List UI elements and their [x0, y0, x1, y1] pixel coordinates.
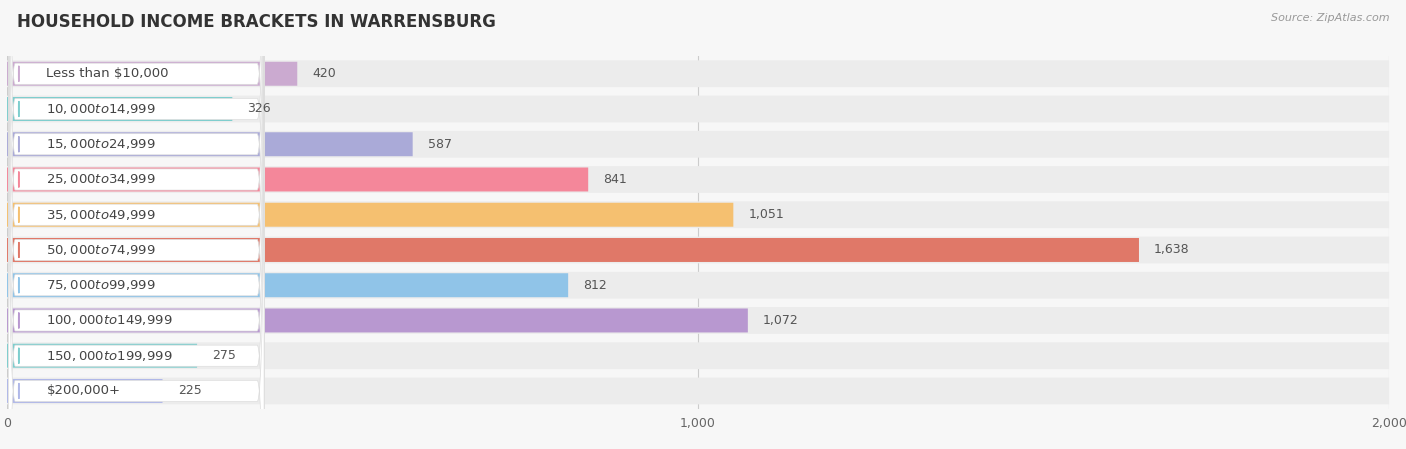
FancyBboxPatch shape [7, 97, 232, 121]
Text: $100,000 to $149,999: $100,000 to $149,999 [46, 313, 173, 327]
Text: Source: ZipAtlas.com: Source: ZipAtlas.com [1271, 13, 1389, 23]
FancyBboxPatch shape [8, 0, 264, 449]
Text: $25,000 to $34,999: $25,000 to $34,999 [46, 172, 156, 186]
Text: 225: 225 [177, 384, 201, 397]
FancyBboxPatch shape [8, 0, 264, 449]
FancyBboxPatch shape [8, 14, 264, 449]
Text: 587: 587 [427, 138, 451, 151]
Text: $50,000 to $74,999: $50,000 to $74,999 [46, 243, 156, 257]
Text: $150,000 to $199,999: $150,000 to $199,999 [46, 349, 173, 363]
FancyBboxPatch shape [7, 307, 1389, 334]
FancyBboxPatch shape [7, 132, 413, 156]
Text: 1,072: 1,072 [763, 314, 799, 327]
Text: 420: 420 [312, 67, 336, 80]
FancyBboxPatch shape [7, 308, 748, 332]
Text: 1,638: 1,638 [1154, 243, 1189, 256]
Text: HOUSEHOLD INCOME BRACKETS IN WARRENSBURG: HOUSEHOLD INCOME BRACKETS IN WARRENSBURG [17, 13, 496, 31]
FancyBboxPatch shape [7, 344, 197, 368]
Text: $15,000 to $24,999: $15,000 to $24,999 [46, 137, 156, 151]
FancyBboxPatch shape [8, 49, 264, 449]
FancyBboxPatch shape [7, 238, 1139, 262]
FancyBboxPatch shape [7, 60, 1389, 87]
FancyBboxPatch shape [8, 0, 264, 449]
FancyBboxPatch shape [7, 237, 1389, 264]
FancyBboxPatch shape [7, 342, 1389, 369]
Text: $35,000 to $49,999: $35,000 to $49,999 [46, 208, 156, 222]
Text: Less than $10,000: Less than $10,000 [46, 67, 169, 80]
FancyBboxPatch shape [8, 0, 264, 416]
Text: $10,000 to $14,999: $10,000 to $14,999 [46, 102, 156, 116]
FancyBboxPatch shape [8, 0, 264, 449]
FancyBboxPatch shape [7, 272, 1389, 299]
FancyBboxPatch shape [7, 166, 1389, 193]
FancyBboxPatch shape [7, 203, 734, 227]
FancyBboxPatch shape [8, 0, 264, 449]
Text: 841: 841 [603, 173, 627, 186]
FancyBboxPatch shape [7, 131, 1389, 158]
FancyBboxPatch shape [7, 96, 1389, 123]
FancyBboxPatch shape [8, 0, 264, 449]
FancyBboxPatch shape [8, 0, 264, 449]
FancyBboxPatch shape [7, 62, 297, 86]
FancyBboxPatch shape [7, 378, 1389, 405]
Text: 1,051: 1,051 [748, 208, 785, 221]
Text: $75,000 to $99,999: $75,000 to $99,999 [46, 278, 156, 292]
Text: 275: 275 [212, 349, 236, 362]
Text: 812: 812 [583, 279, 607, 292]
Text: 326: 326 [247, 102, 271, 115]
FancyBboxPatch shape [7, 167, 588, 191]
Text: $200,000+: $200,000+ [46, 384, 121, 397]
FancyBboxPatch shape [7, 379, 163, 403]
FancyBboxPatch shape [7, 201, 1389, 228]
FancyBboxPatch shape [7, 273, 568, 297]
